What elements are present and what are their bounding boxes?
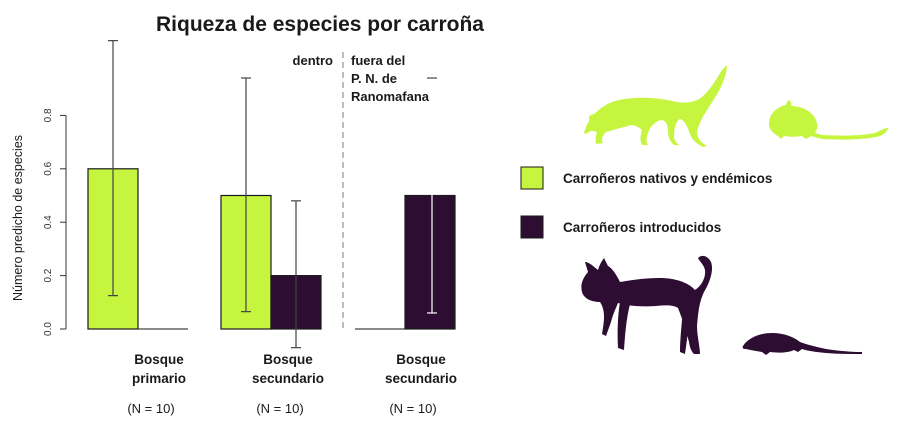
y-tick-label-4: 0.8 bbox=[43, 108, 54, 122]
rat-silhouette-icon bbox=[742, 333, 862, 355]
sample-size-label-0: (N = 10) bbox=[127, 401, 174, 416]
legend-label-native: Carroñeros nativos y endémicos bbox=[563, 171, 772, 186]
legend-swatch-introduced bbox=[520, 215, 544, 239]
category-label-line1-0: Bosque bbox=[134, 352, 184, 367]
category-label-line2-2: secundario bbox=[385, 371, 457, 386]
bar-s1-c2 bbox=[404, 194, 456, 330]
category-label-line2-0: primario bbox=[132, 371, 186, 386]
sample-size-label-2: (N = 10) bbox=[389, 401, 436, 416]
error-bars bbox=[108, 40, 437, 349]
y-axis-label: Número predicho de especies bbox=[11, 135, 25, 301]
legend-label-introduced: Carroñeros introducidos bbox=[563, 220, 721, 235]
chart-title: Riqueza de especies por carroña bbox=[156, 13, 484, 36]
category-label-line1-2: Bosque bbox=[396, 352, 446, 367]
y-tick-label-2: 0.4 bbox=[43, 215, 54, 229]
category-labels: Bosque primario Bosque secundario Bosque secu… bbox=[127, 352, 457, 416]
category-label-line1-1: Bosque bbox=[263, 352, 313, 367]
cat-silhouette-icon bbox=[581, 255, 713, 354]
sample-size-label-1: (N = 10) bbox=[256, 401, 303, 416]
y-axis: 0.0 0.2 0.4 0.6 0.8 bbox=[43, 108, 67, 336]
y-tick-label-0: 0.0 bbox=[43, 322, 54, 336]
mongoose-silhouette-icon bbox=[584, 65, 727, 147]
category-label-line2-1: secundario bbox=[252, 371, 324, 386]
y-tick-label-3: 0.6 bbox=[43, 161, 54, 175]
bars bbox=[87, 168, 456, 330]
mouse-silhouette-icon bbox=[769, 100, 888, 140]
region-label-inside: dentro bbox=[293, 53, 334, 68]
region-label-outside: fuera del P. N. de Ranomafana bbox=[351, 53, 430, 104]
y-tick-label-1: 0.2 bbox=[43, 268, 54, 282]
legend-swatch-native bbox=[520, 166, 544, 190]
